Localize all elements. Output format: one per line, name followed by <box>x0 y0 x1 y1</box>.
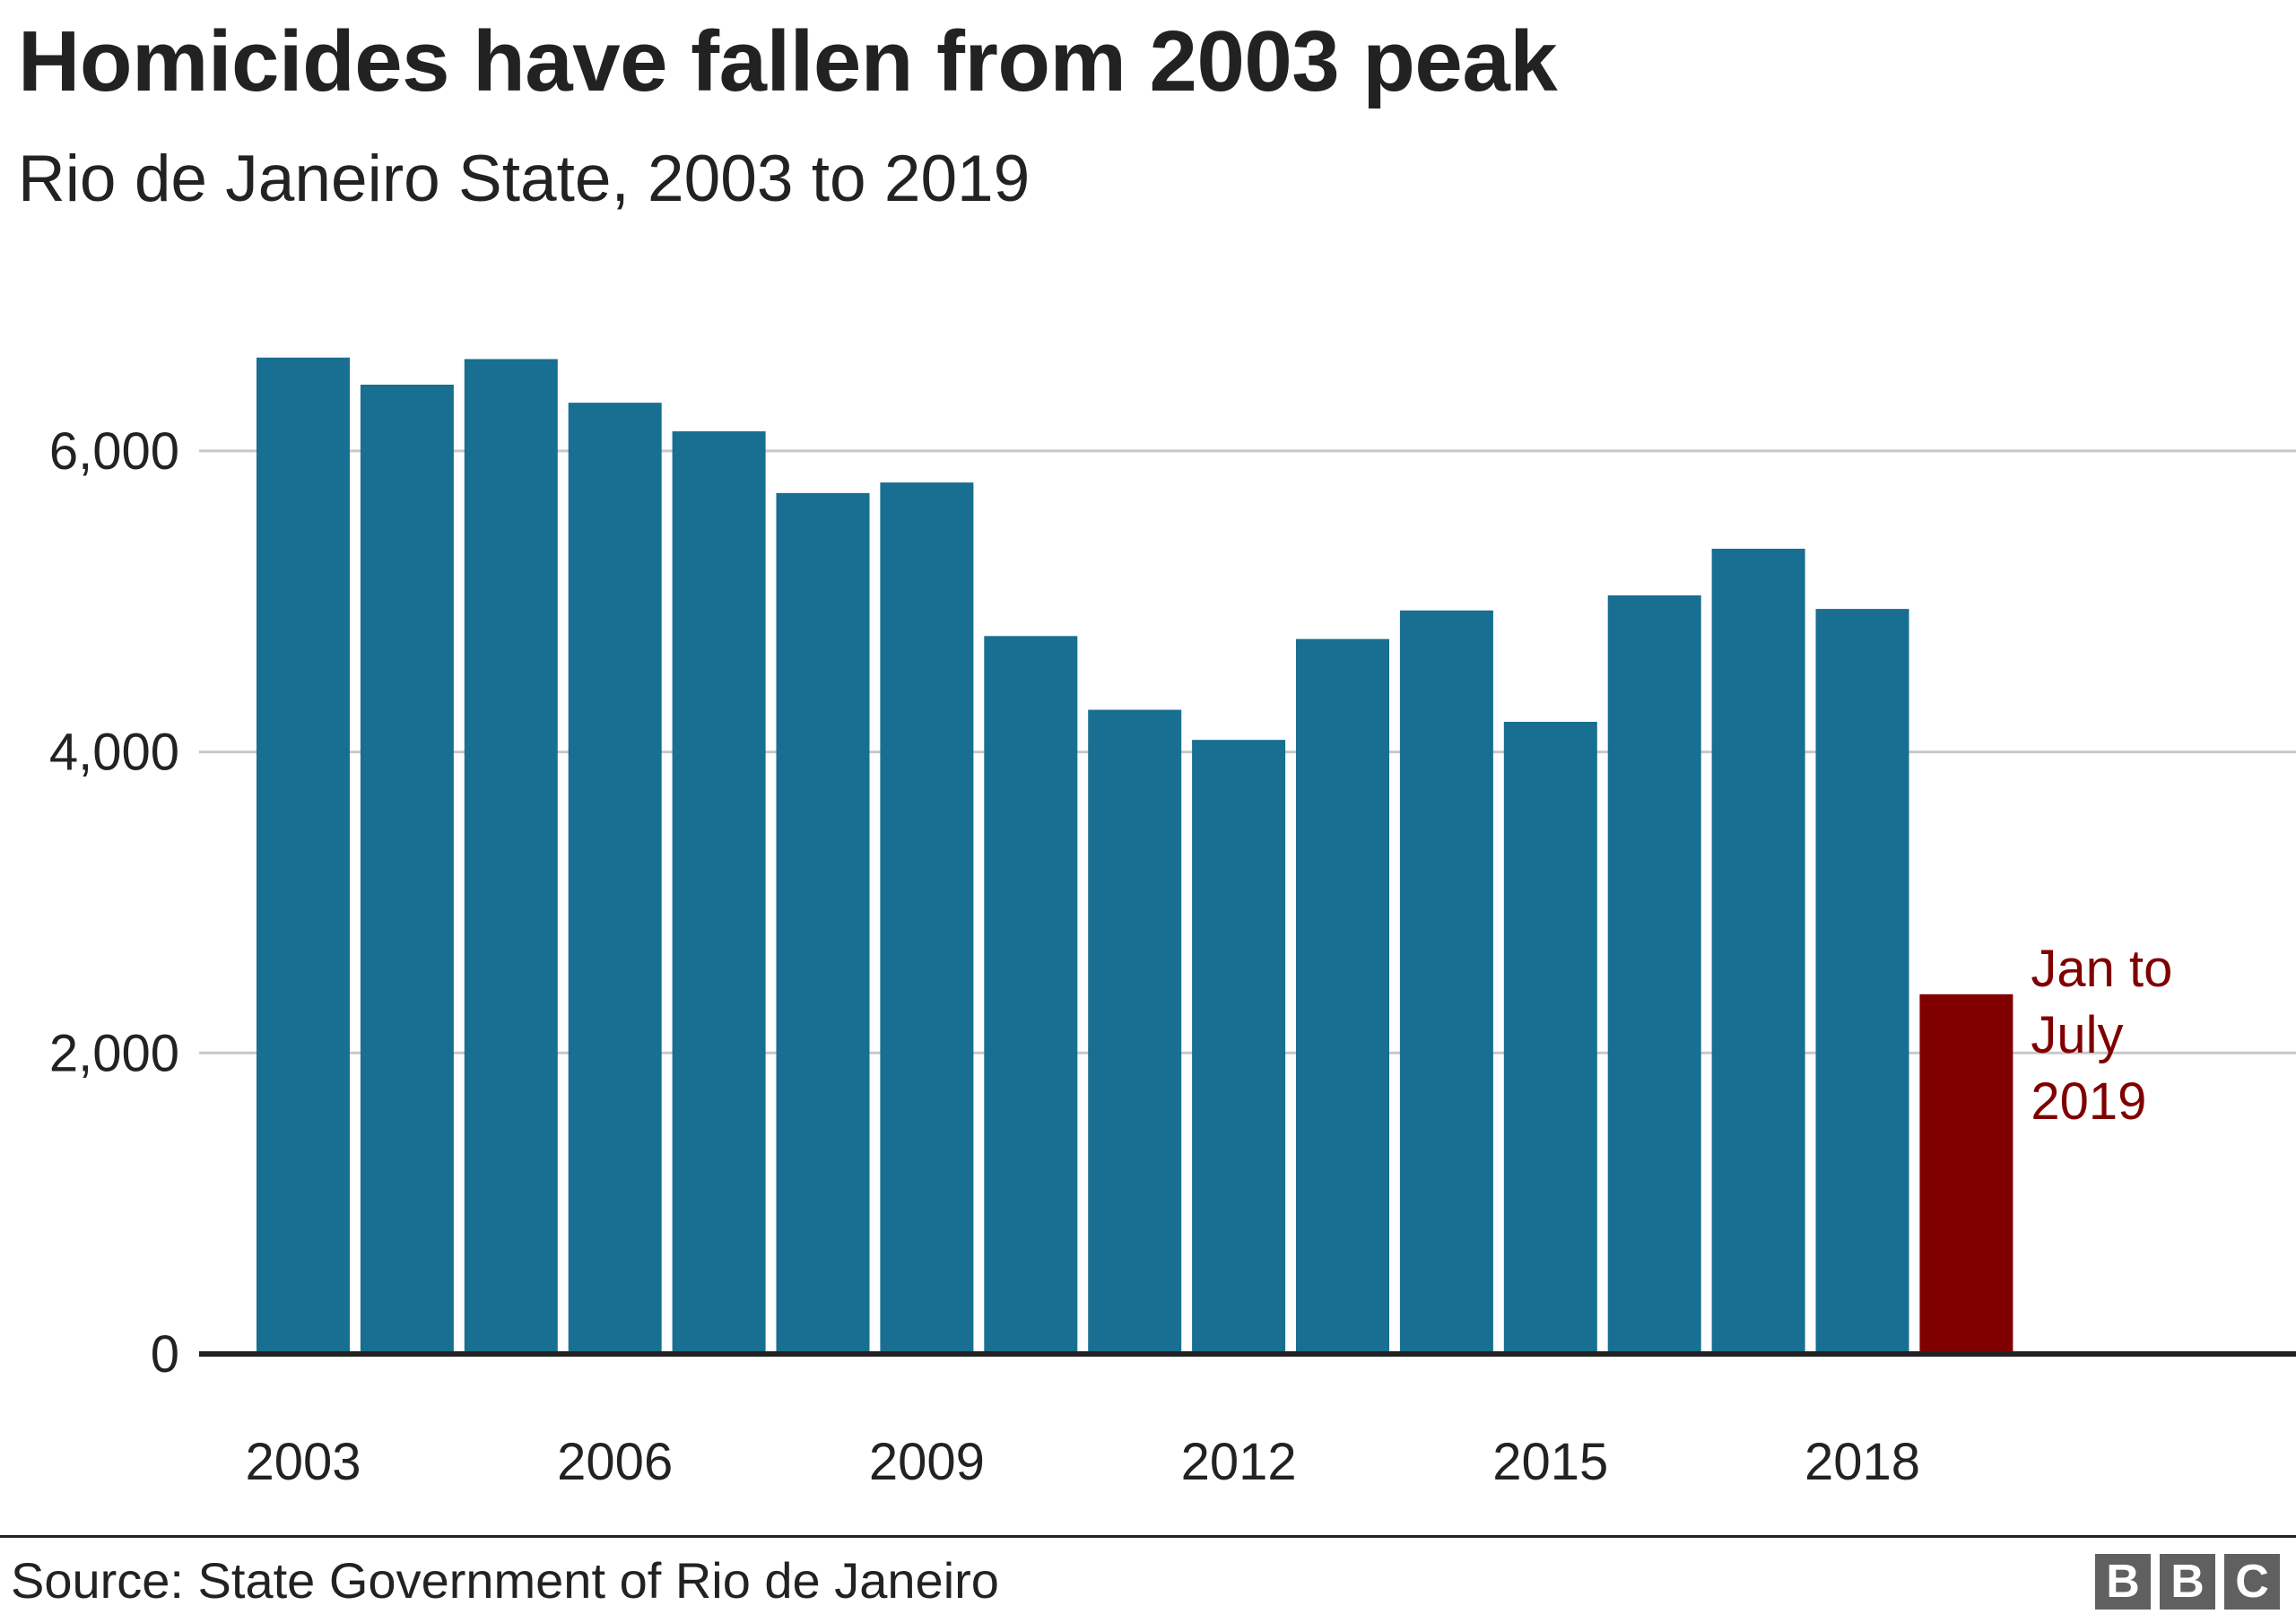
bar-2008 <box>776 492 870 1354</box>
bar-2003 <box>257 357 350 1355</box>
bar-2004 <box>360 385 454 1354</box>
x-tick-label-2009: 2009 <box>869 1433 985 1491</box>
bar-2009 <box>880 482 974 1354</box>
footer-divider <box>0 1535 2296 1538</box>
y-tick-label-0: 0 <box>151 1325 179 1384</box>
bar-2012 <box>1192 740 1286 1354</box>
y-tick-label-2000: 2,000 <box>49 1024 179 1082</box>
y-tick-label-4000: 4,000 <box>49 724 179 782</box>
annotation-jan-to-july-2019: Jan to July 2019 <box>2031 940 2172 1131</box>
annotation-line: July <box>2031 1006 2123 1064</box>
bar-2014 <box>1399 610 1493 1354</box>
bar-2015 <box>1503 722 1597 1354</box>
chart-title: Homicides have fallen from 2003 peak <box>18 13 1558 109</box>
bar-chart: 0 2,000 4,000 6,000 2003 2006 2009 2012 2015 2018… <box>49 357 2296 1491</box>
bar-2018 <box>1815 609 1909 1354</box>
bar-2011 <box>1088 709 1182 1354</box>
x-tick-label-2018: 2018 <box>1805 1433 1920 1491</box>
bar-2019 <box>1919 994 2013 1354</box>
x-tick-label-2012: 2012 <box>1181 1433 1297 1491</box>
bar-2016 <box>1607 595 1701 1354</box>
bar-2013 <box>1296 638 1389 1354</box>
annotation-line: Jan to <box>2031 940 2172 998</box>
bar-2010 <box>984 636 1078 1354</box>
x-tick-label-2003: 2003 <box>245 1433 361 1491</box>
source-note: Source: State Government of Rio de Janei… <box>11 1552 999 1609</box>
bar-2007 <box>672 431 766 1355</box>
y-tick-label-6000: 6,000 <box>49 422 179 481</box>
bar-2017 <box>1711 548 1805 1354</box>
bbc-logo-letter-c: C <box>2224 1554 2280 1610</box>
bar-2005 <box>464 359 558 1354</box>
bar-2006 <box>568 403 662 1355</box>
annotation-line: 2019 <box>2031 1072 2146 1131</box>
x-tick-label-2015: 2015 <box>1492 1433 1608 1491</box>
x-tick-label-2006: 2006 <box>557 1433 673 1491</box>
bbc-logo-letter-b1: B <box>2095 1554 2151 1610</box>
bbc-logo-letter-b2: B <box>2160 1554 2215 1610</box>
bbc-logo: B B C <box>2095 1554 2280 1610</box>
chart-subtitle: Rio de Janeiro State, 2003 to 2019 <box>18 143 1031 215</box>
